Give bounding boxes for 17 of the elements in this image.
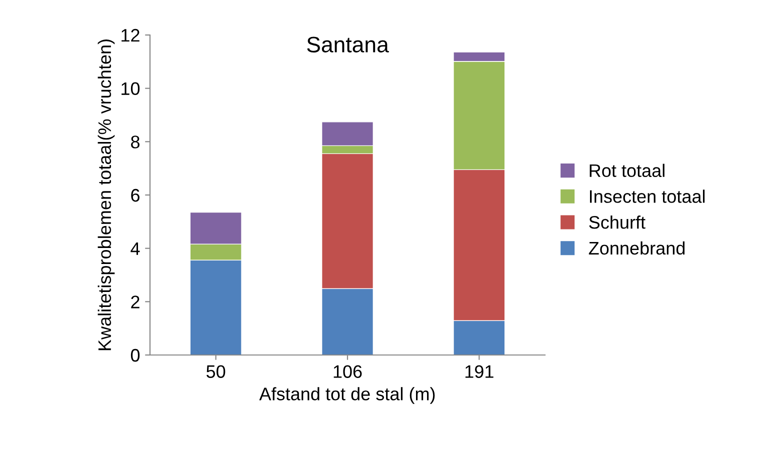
y-tick-label: 2	[131, 296, 140, 308]
y-tick-label: 8	[131, 136, 140, 148]
y-tick-label: 6	[131, 188, 140, 202]
chart-title: Santana	[307, 36, 389, 52]
y-tick-label: 10	[122, 82, 140, 96]
legend-label: Schurft	[589, 216, 646, 229]
y-tick-label: 4	[130, 242, 140, 255]
x-axis-title: Afstand tot de stal (m)	[259, 387, 435, 404]
y-axis-title: Kwalitetisproblemen totaal(% vruchten)	[98, 40, 115, 350]
y-tick-label: 12	[122, 28, 140, 42]
y-tick-label: 0	[130, 348, 140, 362]
x-tick-label: 106	[334, 365, 362, 378]
legend-label: Rot totaal	[590, 164, 664, 178]
legend-label: Insecten totaal	[590, 190, 705, 203]
x-tick-label: 50	[206, 365, 226, 378]
x-tick-label: 191	[465, 365, 494, 378]
legend-label: Zonnebrand	[588, 241, 685, 255]
